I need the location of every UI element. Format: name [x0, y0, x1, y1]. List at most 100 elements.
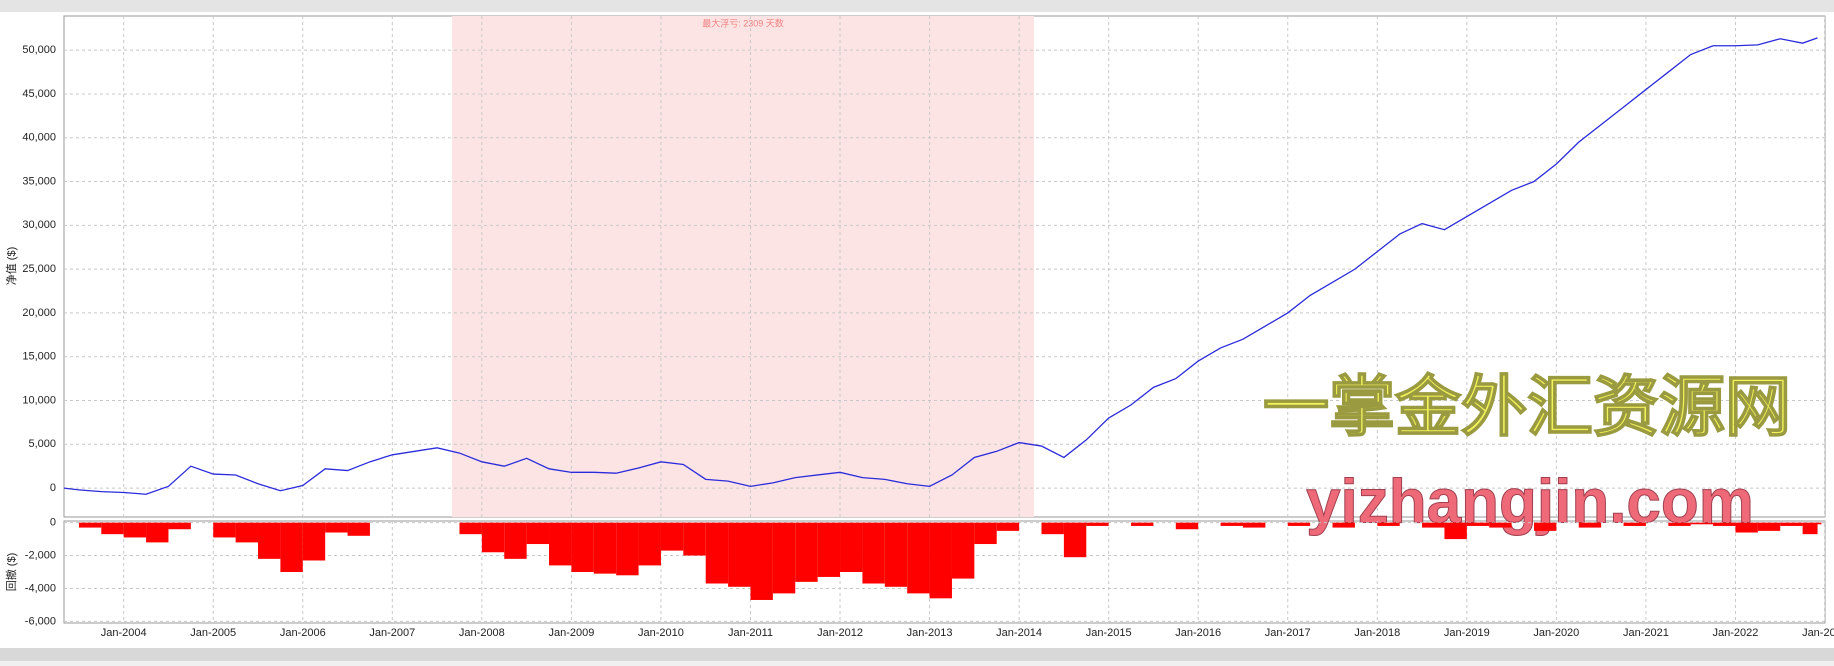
drawdown-bar [1802, 522, 1818, 535]
drawdown-bar [571, 522, 594, 572]
x-tick-label: Jan-2013 [907, 627, 953, 639]
drawdown-bar [951, 522, 975, 579]
drawdown-bar [616, 522, 639, 576]
y-tick-label: 25,000 [22, 263, 56, 275]
y-tick-label: 50,000 [22, 44, 56, 56]
x-tick-label: Jan-2021 [1623, 627, 1669, 639]
drawdown-bar [1242, 522, 1266, 528]
x-tick-label: Jan-2022 [1713, 627, 1759, 639]
y-tick-label: -2,000 [25, 549, 56, 561]
x-tick-label: Jan-2005 [190, 627, 236, 639]
y-axis-label: 回撤 ($) [4, 553, 18, 592]
drawdown-bar [258, 522, 281, 559]
drawdown-bar [795, 522, 818, 582]
drawdown-bar [123, 522, 147, 538]
drawdown-bar [1533, 522, 1557, 531]
drawdown-bar [1757, 522, 1781, 531]
drawdown-bar [1041, 522, 1064, 535]
x-tick-label: Jan-2010 [638, 627, 684, 639]
drawdown-bar [325, 522, 348, 533]
drawdown-bar [884, 522, 908, 587]
x-tick-label: Jan-2017 [1265, 627, 1311, 639]
drawdown-bar [862, 522, 885, 584]
y-tick-label: 30,000 [22, 219, 56, 231]
x-tick-label: Jan-2012 [817, 627, 863, 639]
x-tick-label: Jan-2023 [1802, 627, 1834, 639]
drawdown-bar [1489, 522, 1512, 528]
drawdown-bar [1690, 522, 1714, 525]
x-tick-label: Jan-2007 [369, 627, 415, 639]
drawdown-bar [1735, 522, 1758, 533]
drawdown-bar [146, 522, 169, 543]
y-tick-label: -6,000 [25, 615, 56, 627]
drawdown-bar [817, 522, 841, 577]
x-tick-label: Jan-2020 [1533, 627, 1579, 639]
drawdown-bar [1817, 522, 1822, 525]
drawdown-period [452, 16, 1035, 517]
drawdown-bar [638, 522, 661, 566]
x-tick-label: Jan-2004 [101, 627, 147, 639]
drawdown-bar [974, 522, 997, 545]
drawdown-bar [1086, 522, 1109, 526]
drawdown-bar [1422, 522, 1445, 528]
drawdown-bar [996, 522, 1020, 531]
drawdown-bar [1063, 522, 1087, 558]
drawdown-bar [302, 522, 326, 561]
y-tick-label: 10,000 [22, 394, 56, 406]
drawdown-bar [526, 522, 550, 545]
status-bar [0, 648, 1834, 661]
y-tick-label: 40,000 [22, 132, 56, 144]
drawdown-bar [459, 522, 482, 535]
y-axis-label: 净值 ($) [4, 247, 18, 286]
x-tick-label: Jan-2014 [996, 627, 1042, 639]
x-tick-label: Jan-2015 [1086, 627, 1132, 639]
x-tick-label: Jan-2019 [1444, 627, 1490, 639]
y-tick-label: 5,000 [28, 438, 56, 450]
y-tick-label: 15,000 [22, 351, 56, 363]
drawdown-bar [929, 522, 952, 599]
drawdown-bar [728, 522, 751, 587]
x-tick-label: Jan-2009 [548, 627, 594, 639]
y-tick-label: -4,000 [25, 582, 56, 594]
drawdown-bar [1131, 522, 1154, 526]
drawdown-bar [1713, 522, 1736, 526]
y-tick-label: 0 [50, 482, 56, 494]
x-tick-label: Jan-2006 [280, 627, 326, 639]
x-tick-label: Jan-2018 [1354, 627, 1400, 639]
drawdown-bar [78, 522, 102, 528]
drawdown-bar [1444, 522, 1467, 540]
toolbar [0, 0, 1834, 12]
drawdown-bar [593, 522, 617, 574]
drawdown-bar [1623, 522, 1646, 526]
drawdown-bar [907, 522, 930, 594]
drawdown-bar [481, 522, 505, 553]
y-tick-label: 35,000 [22, 175, 56, 187]
plot-area [64, 521, 1825, 623]
y-tick-label: 20,000 [22, 307, 56, 319]
drawdown-bar [1287, 522, 1311, 526]
drawdown-bar [683, 522, 706, 556]
drawdown-bar [660, 522, 684, 551]
y-tick-label: 45,000 [22, 88, 56, 100]
drawdown-bar [101, 522, 124, 535]
watermark: yizhangjin.com [1306, 467, 1754, 536]
equity-line [64, 37, 1818, 495]
x-tick-label: Jan-2016 [1175, 627, 1221, 639]
drawdown-bar [1377, 522, 1400, 526]
drawdown-bar [1668, 522, 1691, 526]
drawdown-bar [1175, 522, 1199, 530]
drawdown-bar [1466, 522, 1490, 526]
drawdown-bar [213, 522, 236, 538]
watermark: 一掌金外汇资源网 [1263, 369, 1791, 443]
drawdown-bar [750, 522, 773, 600]
drawdown-bar [347, 522, 370, 536]
drawdown-bar [1220, 522, 1243, 526]
drawdown-bar [168, 522, 191, 530]
drawdown-bar [840, 522, 863, 572]
drawdown-bar [1578, 522, 1602, 528]
drawdown-bar [1780, 522, 1803, 526]
drawdown-bar [280, 522, 303, 572]
drawdown-bar [549, 522, 572, 566]
